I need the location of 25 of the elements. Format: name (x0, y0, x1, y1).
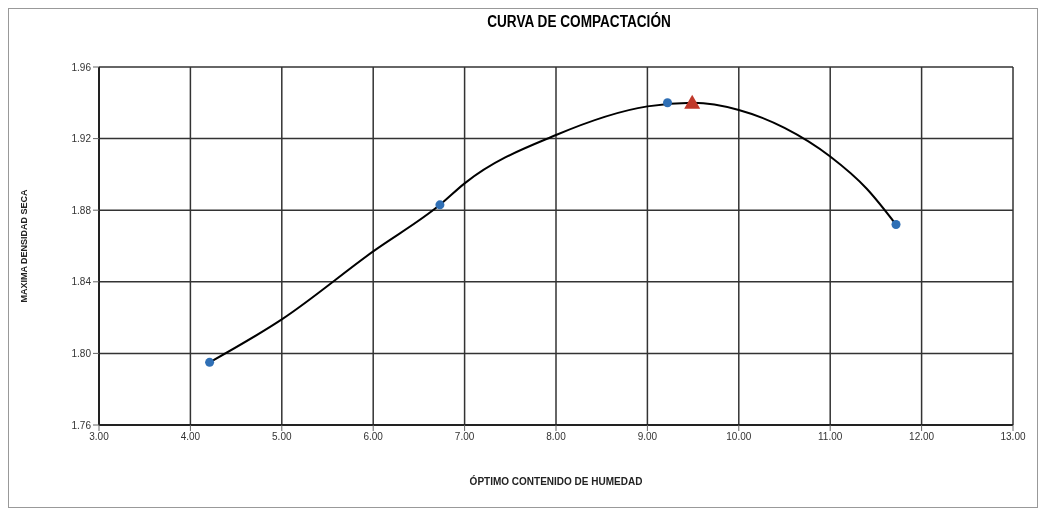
y-tick-label: 1.96 (71, 61, 92, 73)
x-tick-label: 9.00 (637, 431, 658, 443)
point (684, 94, 701, 109)
y-tick-label: 1.76 (71, 419, 92, 431)
y-axis-title: MAXIMA DENSIDAD SECA (19, 188, 30, 303)
chart-title: CURVA DE COMPACTACIÓN (486, 13, 672, 31)
y-tick-label: 1.84 (71, 276, 92, 288)
x-tick-label: 3.00 (89, 431, 110, 443)
y-tick-label: 1.80 (71, 347, 92, 359)
point (891, 220, 901, 230)
x-tick-label: 12.00 (909, 431, 935, 443)
x-tick-label: 5.00 (272, 431, 292, 443)
point (435, 200, 445, 210)
x-tick-label: 6.00 (363, 431, 384, 443)
y-tick-label: 1.88 (71, 204, 92, 216)
x-tick-label: 11.00 (818, 431, 843, 443)
point (205, 357, 215, 367)
x-tick-label: 7.00 (454, 431, 475, 443)
x-tick-label: 10.00 (726, 431, 752, 443)
x-tick-label: 8.00 (546, 431, 567, 443)
x-axis-title: ÓPTIMO CONTENIDO DE HUMEDAD (469, 475, 643, 487)
x-tick-label: 13.00 (1000, 431, 1026, 443)
y-tick-label: 1.92 (71, 133, 92, 145)
x-tick-label: 4.00 (180, 431, 201, 443)
point (663, 98, 673, 108)
